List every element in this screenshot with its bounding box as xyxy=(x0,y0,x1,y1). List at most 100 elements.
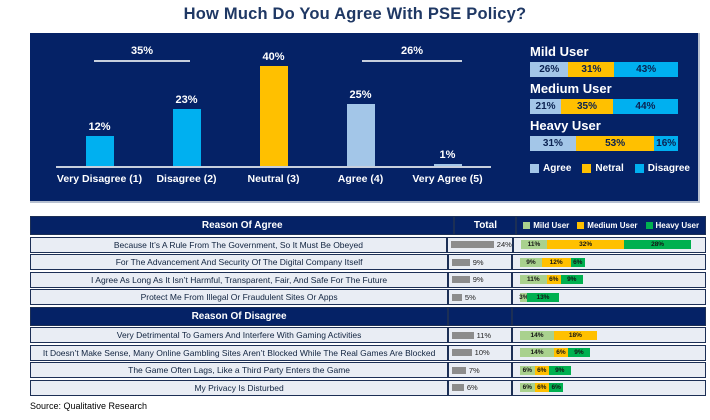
empty-header-cell xyxy=(448,306,513,326)
table-row: For The Advancement And Security Of The … xyxy=(30,254,706,270)
heavy-user-bar: 9% xyxy=(568,348,590,357)
total-cell: 10% xyxy=(448,344,513,361)
agree-swatch-icon xyxy=(530,164,540,173)
mild-user-bar: 11% xyxy=(520,275,547,284)
source-note: Source: Qualitative Research xyxy=(30,401,148,411)
reason-cell: My Privacy Is Disturbed xyxy=(30,379,449,396)
medium-user-bar: 6% xyxy=(534,383,549,392)
legend-item-mild-user: Mild User xyxy=(523,221,569,230)
total-value: 10% xyxy=(474,348,490,357)
bar-value-label: 25% xyxy=(349,88,372,101)
total-cell: 7% xyxy=(448,362,513,378)
segment-disagree: 16% xyxy=(654,136,678,151)
reason-cell: It Doesn’t Make Sense, Many Online Gambl… xyxy=(30,344,449,361)
total-value: 11% xyxy=(476,330,492,340)
bar-neutral xyxy=(259,66,288,166)
table-legend: Mild User Medium User Heavy User xyxy=(517,221,705,230)
mild-user-bar: 14% xyxy=(520,330,554,340)
total-value: 24% xyxy=(496,240,512,249)
medium-user-bar: 18% xyxy=(553,330,597,340)
bar-value-label: 40% xyxy=(262,51,285,63)
medium-user-bar: 6% xyxy=(534,365,549,375)
heavy-user-bar: 6% xyxy=(570,257,585,267)
user-groups-panel: Mild User 26% 31% 43% Medium User 21% 35… xyxy=(528,41,698,174)
table-row: My Privacy Is Disturbed 6% 6% 6% 6% xyxy=(30,379,706,396)
mild-user-bar: 11% xyxy=(520,240,548,249)
x-axis-labels: Very Disagree (1) Disagree (2) Neutral (… xyxy=(56,173,491,185)
table-row: The Game Often Lags, Like a Third Party … xyxy=(30,362,706,378)
axis-label-agree: Agree (4) xyxy=(337,173,384,185)
mild-user-stacked-bar: 26% 31% 43% xyxy=(530,62,678,77)
table-legend-cell: Mild User Medium User Heavy User xyxy=(516,216,706,235)
segment-netral: 53% xyxy=(575,136,655,151)
reason-cell: For The Advancement And Security Of The … xyxy=(30,254,449,270)
total-bar xyxy=(452,331,474,339)
x-axis-line xyxy=(56,166,491,168)
medium-user-bar: 6% xyxy=(553,348,569,357)
reason-cell: The Game Often Lags, Like a Third Party … xyxy=(30,362,449,378)
medium-user-bar: 12% xyxy=(541,257,571,267)
bar-disagree xyxy=(172,108,201,166)
bar-very-agree xyxy=(433,163,462,166)
heavy-user-swatch-icon xyxy=(645,222,653,229)
mild-user-heading: Mild User xyxy=(530,44,589,59)
reason-cell: Because It’s A Rule From The Government,… xyxy=(30,236,447,253)
legend-item-medium-user: Medium User xyxy=(577,221,638,230)
legend-item-disagree: Disagree xyxy=(634,163,690,174)
total-value: 9% xyxy=(472,257,484,267)
group-bars-cell: 11% 32% 28% xyxy=(512,236,706,253)
heavy-user-bar: 13% xyxy=(527,292,559,302)
total-bar xyxy=(452,384,464,391)
combined-disagree-bracket: 35% xyxy=(94,45,190,62)
axis-label-very-agree: Very Agree (5) xyxy=(412,173,483,185)
legend-item-netral: Netral xyxy=(582,163,624,174)
legend-item-heavy-user: Heavy User xyxy=(645,221,699,230)
reason-of-disagree-header: Reason Of Disagree xyxy=(30,306,449,326)
mild-user-bar: 6% xyxy=(520,383,535,392)
total-value: 9% xyxy=(472,275,484,284)
total-cell: 9% xyxy=(448,254,513,270)
medium-user-bar: 32% xyxy=(547,240,624,249)
total-value: 7% xyxy=(468,365,480,375)
segment-disagree: 44% xyxy=(612,99,678,114)
bar-slot-disagree: 23% xyxy=(143,33,230,166)
total-bar xyxy=(452,293,462,301)
total-cell: 5% xyxy=(448,289,513,305)
total-cell: 24% xyxy=(446,236,513,253)
mild-user-bar: 9% xyxy=(520,257,542,267)
segment-agree: 21% xyxy=(530,99,562,114)
axis-label-neutral: Neutral (3) xyxy=(247,173,300,185)
medium-user-swatch-icon xyxy=(577,222,585,229)
reasons-table: Reason Of Agree Total Mild User Medium U… xyxy=(30,216,706,397)
total-cell: 9% xyxy=(448,271,513,288)
heavy-user-bar: 9% xyxy=(548,365,571,375)
page-title: How Much Do You Agree With PSE Policy? xyxy=(183,5,527,23)
group-bars-cell: 6% 6% 6% xyxy=(512,379,706,396)
disagree-swatch-icon xyxy=(634,164,644,173)
bar-agree xyxy=(346,103,375,166)
table-row: Very Detrimental To Gamers And Interfere… xyxy=(30,327,706,343)
legend-item-agree: Agree xyxy=(530,163,571,174)
bar-value-label: 23% xyxy=(175,93,198,106)
total-bar xyxy=(450,241,494,248)
total-bar xyxy=(452,349,472,356)
total-bar xyxy=(452,366,466,374)
segment-agree: 26% xyxy=(530,62,569,77)
table-row: It Doesn’t Make Sense, Many Online Gambl… xyxy=(30,344,706,361)
heavy-user-bar: 28% xyxy=(624,240,692,249)
mild-user-swatch-icon xyxy=(523,222,531,229)
mild-user-bar: 3% xyxy=(519,292,529,302)
segment-agree: 31% xyxy=(530,136,576,151)
bar-very-disagree xyxy=(85,136,114,166)
table-header-row: Reason Of Agree Total Mild User Medium U… xyxy=(30,216,706,235)
combined-agree-bracket: 26% xyxy=(362,45,462,62)
bar-value-label: 1% xyxy=(439,148,456,161)
empty-header-cell xyxy=(512,306,706,326)
bar-value-label: 12% xyxy=(88,121,111,133)
mild-user-bar: 6% xyxy=(520,365,535,375)
heavy-user-stacked-bar: 31% 53% 16% xyxy=(530,136,678,151)
heavy-user-bar: 9% xyxy=(560,275,583,284)
segment-netral: 31% xyxy=(568,62,615,77)
stacked-bar-legend: Agree Netral Disagree xyxy=(528,163,690,174)
group-bars-cell: 14% 18% xyxy=(512,327,706,343)
